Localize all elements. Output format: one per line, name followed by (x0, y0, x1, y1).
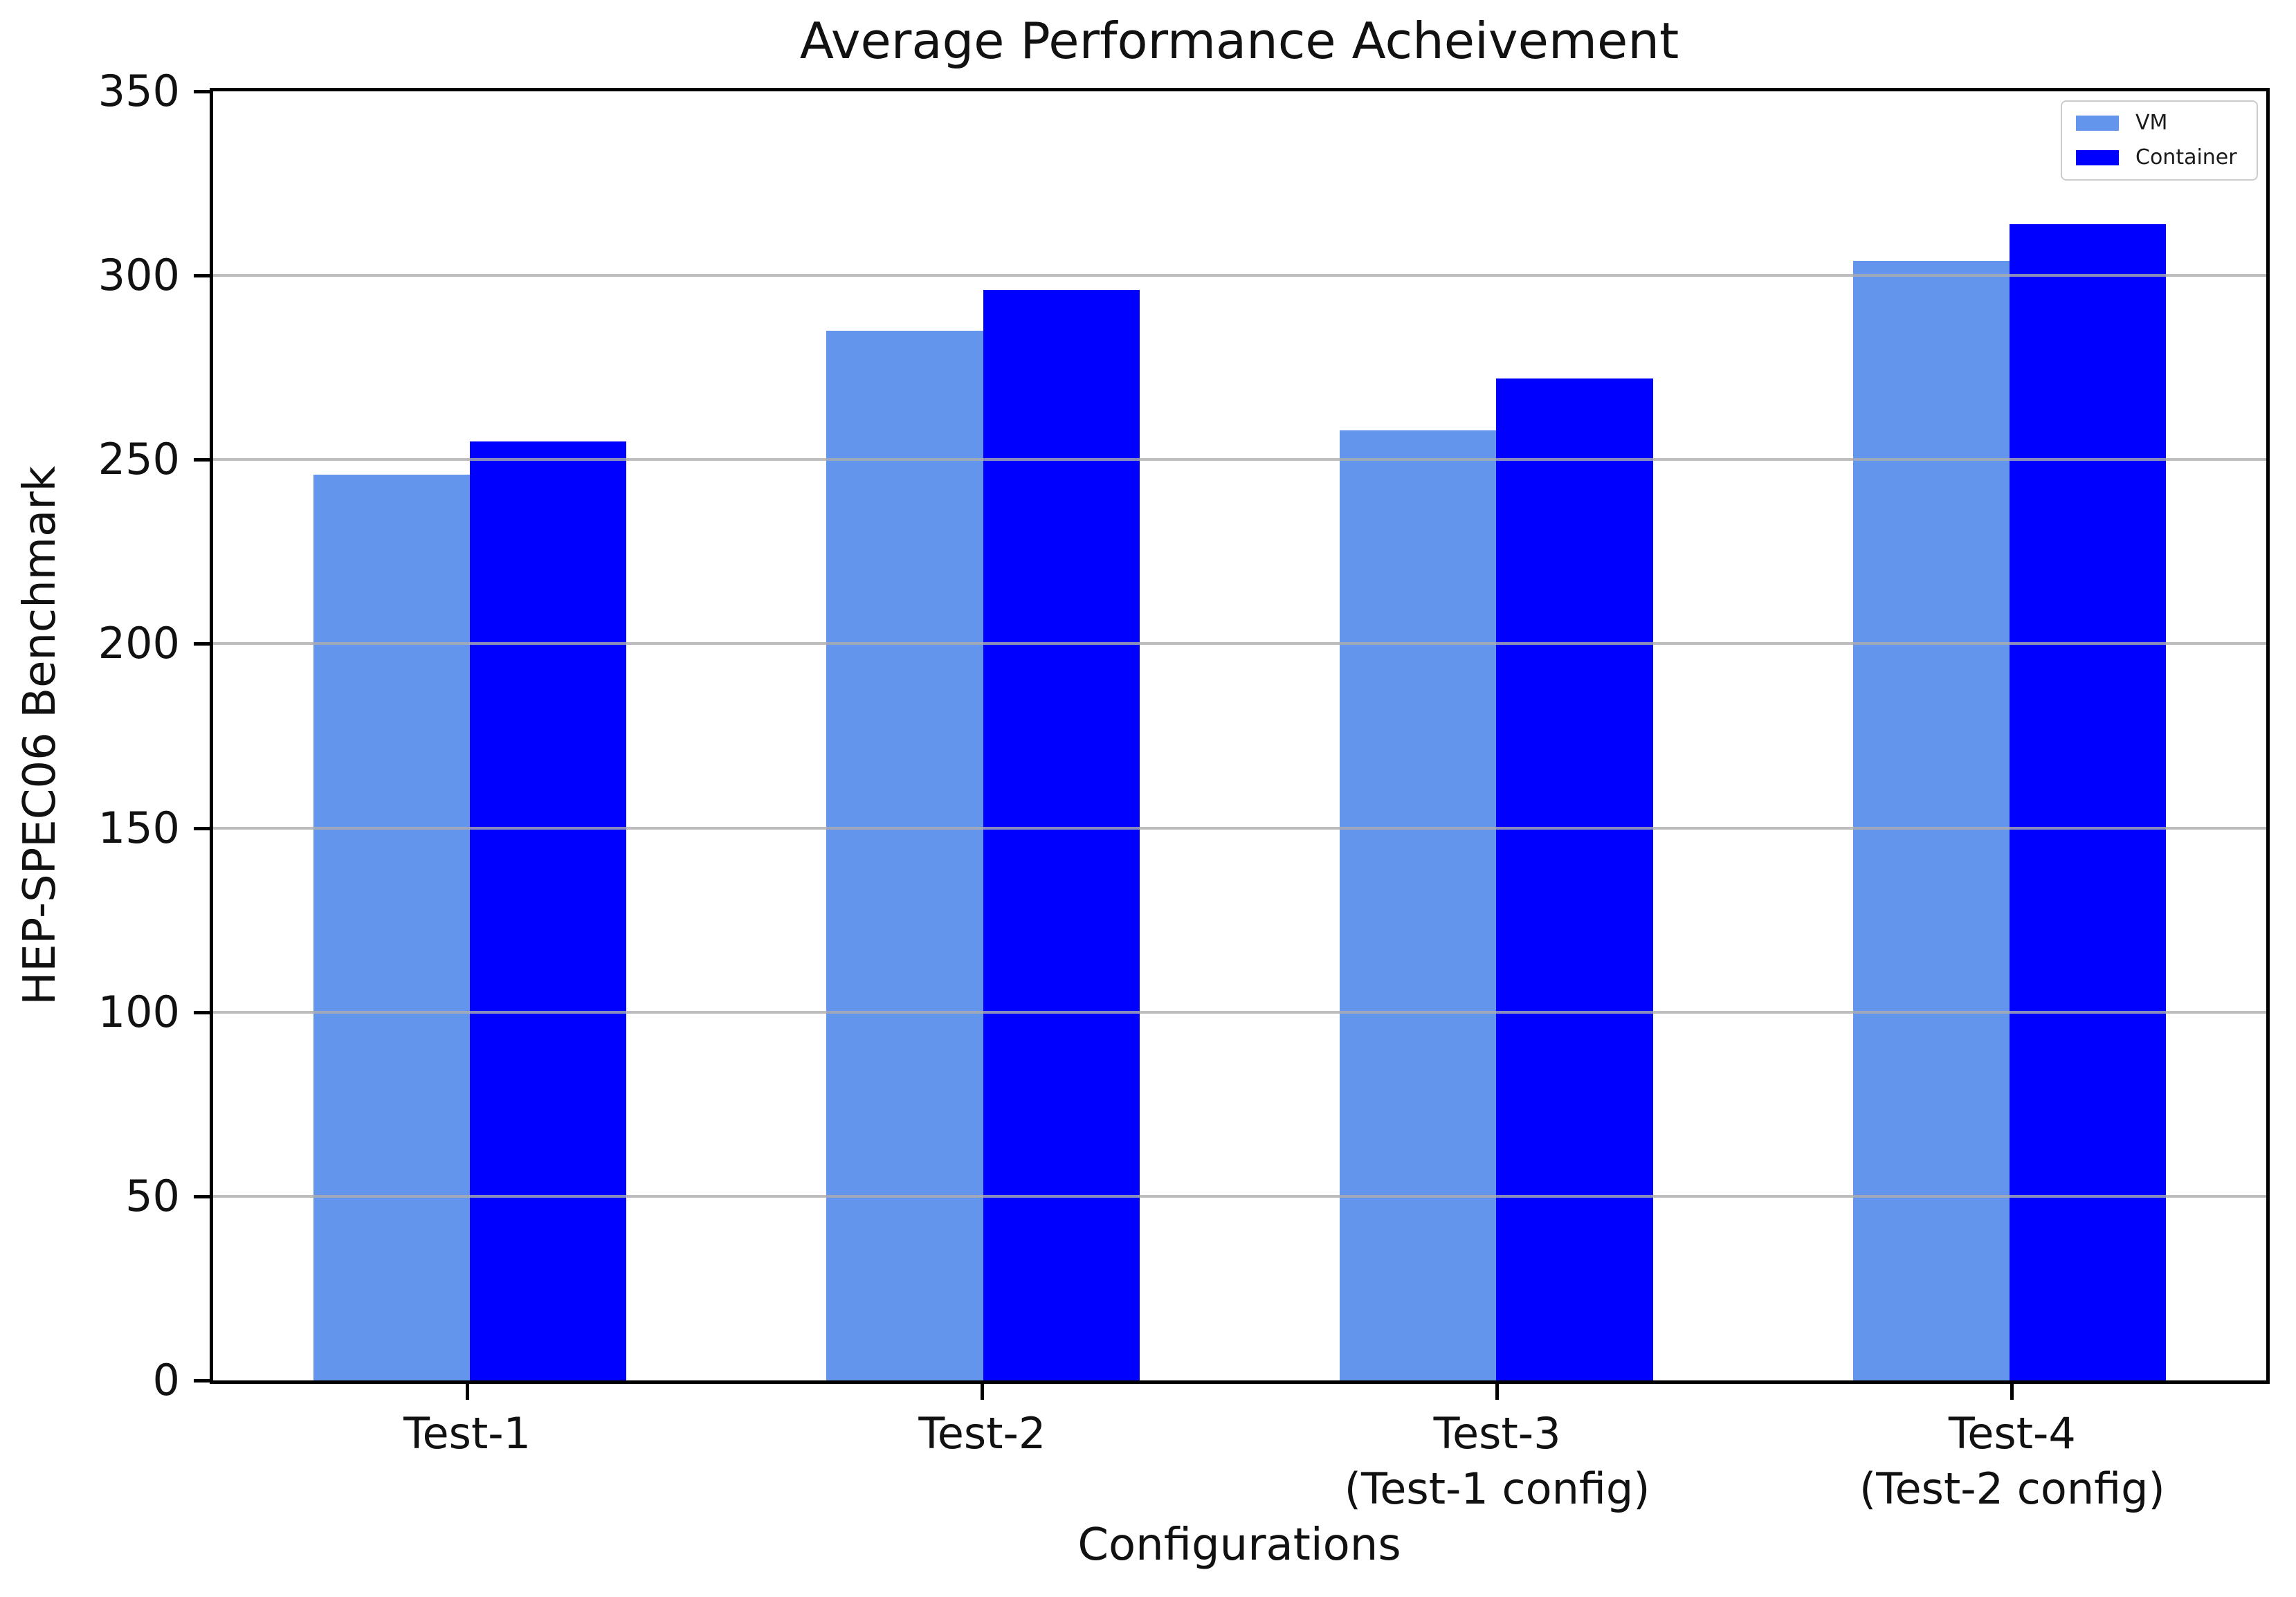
x-tick-test-2 (980, 1384, 984, 1400)
legend-label-container: Container (2135, 145, 2237, 170)
bar-vm-test-3 (1340, 430, 1497, 1380)
chart-title: Average Performance Acheivement (799, 12, 1679, 70)
y-tick-label-50: 50 (125, 1170, 180, 1221)
bar-vm-test-4 (1852, 260, 2010, 1380)
x-tick-label-test-1: Test-1 (156, 1406, 778, 1461)
gridline-50 (213, 1194, 2266, 1198)
legend: VM Container (2061, 100, 2258, 181)
bars-layer (213, 91, 2266, 1380)
y-axis-label: HEP-SPEC06 Benchmark (15, 466, 66, 1005)
gridline-200 (213, 642, 2266, 646)
y-tick-350 (194, 90, 210, 93)
x-tick-label-test-4: Test-4 (Test-2 config) (1701, 1406, 2296, 1517)
x-tick-label-line: Test-2 (918, 1408, 1046, 1459)
y-tick-50 (194, 1194, 210, 1198)
y-tick-label-300: 300 (98, 250, 180, 301)
x-tick-label-line: (Test-2 config) (1859, 1463, 2165, 1514)
x-tick-label-line: Test-3 (1433, 1408, 1561, 1459)
y-tick-label-250: 250 (98, 434, 180, 485)
y-tick-label-350: 350 (98, 66, 180, 116)
legend-item-vm: VM (2076, 111, 2243, 135)
grid-layer (213, 91, 2266, 1380)
bar-vm-test-1 (313, 474, 470, 1380)
bar-vm-test-2 (826, 331, 983, 1380)
x-tick-test-1 (465, 1384, 469, 1400)
y-tick-200 (194, 642, 210, 646)
bar-container-test-3 (1496, 378, 1653, 1380)
y-tick-250 (194, 458, 210, 462)
legend-swatch-container (2076, 150, 2119, 165)
gridline-150 (213, 826, 2266, 830)
y-tick-label-0: 0 (152, 1355, 180, 1405)
gridline-250 (213, 458, 2266, 462)
x-tick-label-line: (Test-1 config) (1344, 1463, 1650, 1514)
x-tick-test-4 (2010, 1384, 2014, 1400)
y-tick-300 (194, 274, 210, 278)
y-tick-100 (194, 1010, 210, 1014)
x-tick-label-test-3: Test-3 (Test-1 config) (1186, 1406, 1809, 1517)
y-tick-label-150: 150 (98, 802, 180, 853)
x-tick-label-test-2: Test-2 (671, 1406, 1293, 1461)
x-axis-label: Configurations (1077, 1520, 1401, 1571)
legend-label-vm: VM (2135, 111, 2168, 135)
y-tick-0 (194, 1379, 210, 1382)
bar-container-test-2 (983, 290, 1140, 1380)
x-tick-label-line: Test-1 (403, 1408, 531, 1459)
gridline-300 (213, 274, 2266, 277)
gridline-100 (213, 1010, 2266, 1014)
bar-container-test-1 (469, 441, 627, 1380)
x-tick-test-3 (1495, 1384, 1500, 1400)
bar-container-test-4 (2010, 223, 2167, 1380)
legend-swatch-vm (2076, 116, 2119, 131)
y-tick-150 (194, 826, 210, 830)
plot-area: VM Container (210, 88, 2270, 1384)
legend-item-container: Container (2076, 146, 2243, 170)
y-tick-label-100: 100 (98, 986, 180, 1037)
x-tick-label-line: Test-4 (1948, 1408, 2076, 1459)
y-tick-label-200: 200 (98, 618, 180, 669)
